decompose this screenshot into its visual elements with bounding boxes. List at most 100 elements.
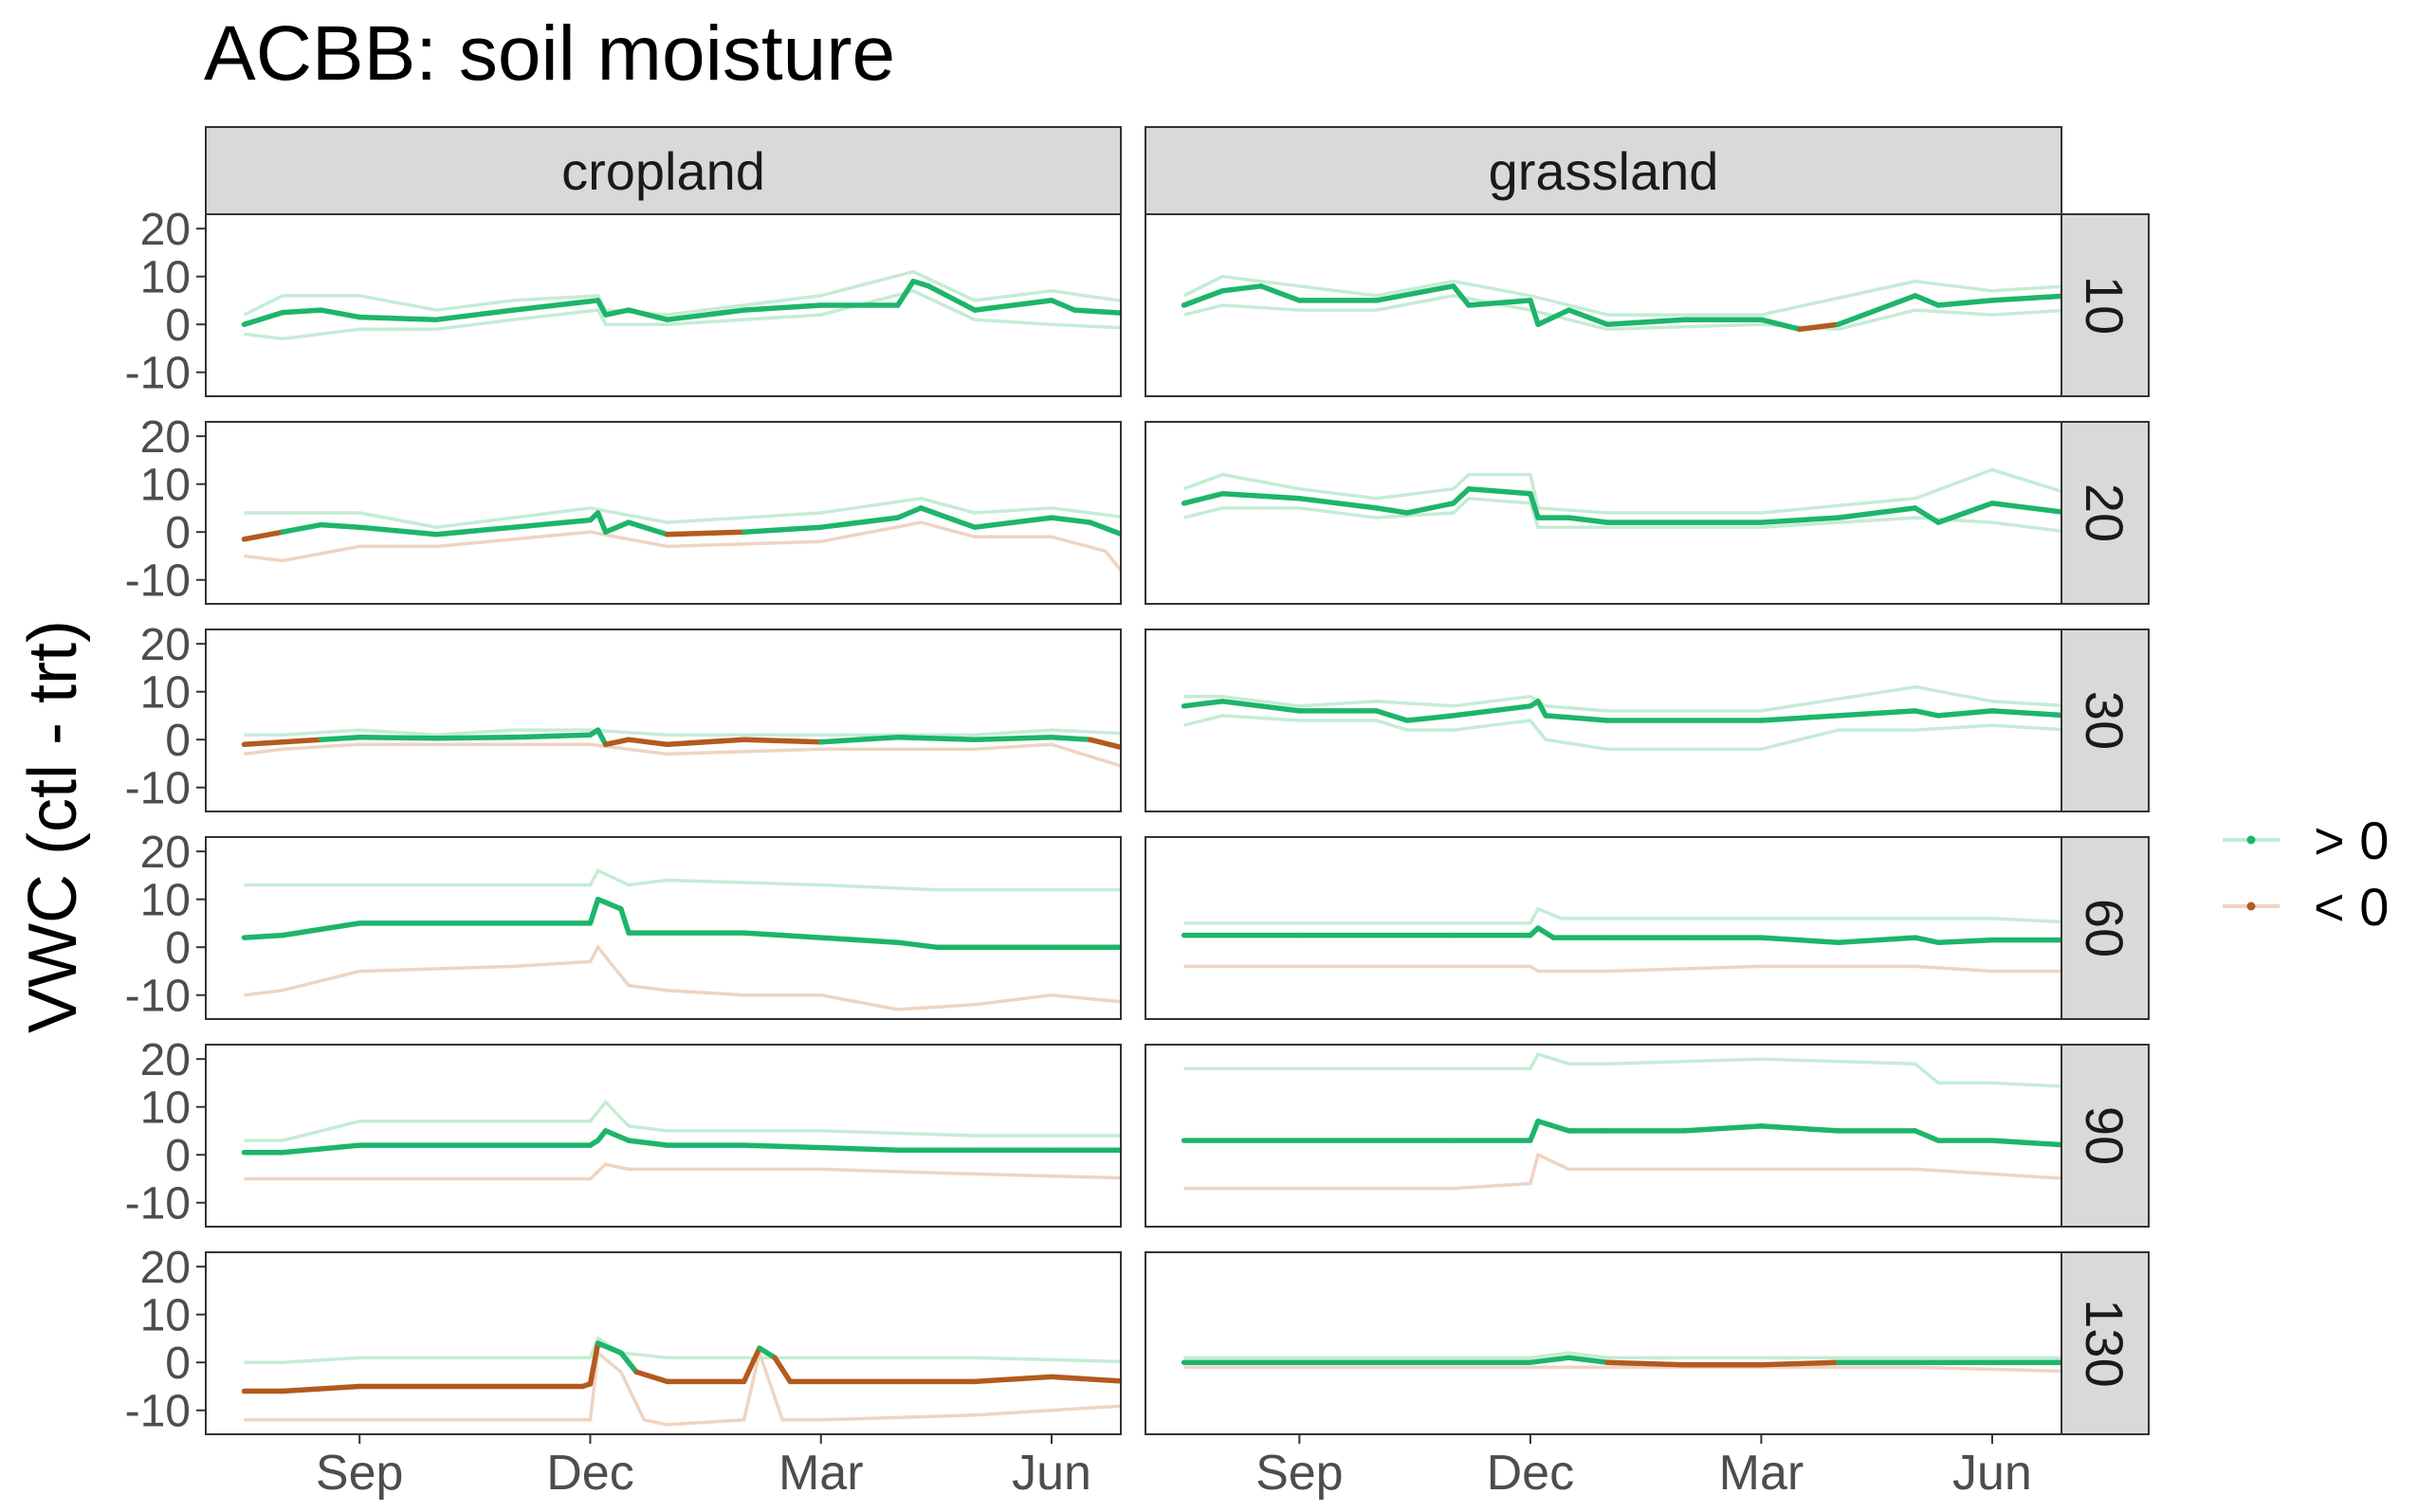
mean-line-segment — [602, 1128, 632, 1143]
mean-line-segment — [595, 510, 609, 535]
y-tick-label: -10 — [125, 1179, 191, 1230]
mean-line-segment — [433, 307, 517, 322]
panel-grassland-20 — [1181, 467, 2061, 533]
upper-range-line — [244, 868, 1121, 892]
mean-line-segment — [972, 1374, 1054, 1385]
panel-grassland-90 — [1181, 1051, 2061, 1191]
upper-range-line — [1183, 906, 2061, 925]
panel-background — [206, 629, 1121, 811]
mean-line-segment — [664, 307, 747, 322]
row-strip-10 — [2061, 213, 2150, 397]
y-tick-label: 0 — [165, 923, 191, 974]
panel-cropland-10 — [241, 269, 1121, 341]
mean-line-segment — [1758, 1123, 1841, 1134]
mean-line-segment — [1072, 307, 1121, 316]
upper-range-line — [1183, 684, 2061, 713]
panel-background — [1145, 837, 2061, 1019]
legend-label: > 0 — [2314, 811, 2389, 870]
panel-border — [205, 421, 1122, 605]
mean-line-segment — [1835, 505, 1918, 520]
y-tick-label: 20 — [140, 1035, 191, 1085]
mean-line-segment — [1913, 293, 1941, 308]
mean-line-segment — [772, 1355, 794, 1385]
mean-line-segment — [1797, 321, 1841, 333]
row-strip-label-90: 90 — [2075, 1106, 2134, 1165]
mean-line-segment — [1049, 515, 1093, 525]
mean-line-segment — [1989, 1138, 2061, 1148]
mean-line-segment — [1466, 485, 1533, 497]
panel-border — [205, 628, 1122, 812]
mean-line-segment — [895, 278, 916, 308]
mean-line-segment — [602, 307, 632, 318]
panel-border — [205, 213, 1122, 397]
mean-line-segment — [280, 920, 362, 938]
y-tick-label: -10 — [125, 972, 191, 1022]
upper-range-line — [244, 1336, 1121, 1364]
mean-line-segment — [918, 505, 978, 530]
panel-border — [1145, 836, 2062, 1020]
mean-line-segment — [1535, 307, 1572, 327]
x-tick-label: Jun — [1952, 1446, 2032, 1501]
row-strip-label-60: 60 — [2075, 899, 2134, 957]
mean-line-segment — [510, 298, 601, 313]
facet-strip-label-cropland: cropland — [561, 141, 765, 201]
mean-line-segment — [1528, 1119, 1541, 1143]
panel-border — [205, 1251, 1122, 1435]
mean-line-segment — [817, 935, 901, 945]
lower-range-line — [244, 520, 1121, 574]
y-tick-label: -10 — [125, 764, 191, 814]
panel-cropland-60 — [241, 868, 1121, 1011]
y-axis-label: VWC (ctl - trt) — [15, 620, 91, 1033]
panel-border — [1145, 628, 2062, 812]
mean-line-segment — [1989, 708, 2061, 719]
y-tick-label: 10 — [140, 1084, 191, 1134]
lower-range-line — [244, 1346, 1121, 1427]
panel-grassland-130 — [1181, 1351, 2061, 1374]
x-tick-label: Sep — [316, 1446, 404, 1501]
mean-line-segment — [595, 896, 624, 912]
mean-line-segment — [587, 1340, 601, 1387]
row-strip-label-10: 10 — [2075, 276, 2134, 335]
lower-range-line — [1183, 964, 2061, 974]
y-tick-label: 10 — [140, 253, 191, 303]
mean-line-segment — [1913, 708, 1941, 719]
panel-cropland-20 — [241, 497, 1121, 574]
y-tick-label: 20 — [140, 1243, 191, 1293]
mean-line-segment — [1450, 703, 1533, 719]
panel-border — [1145, 1044, 2062, 1228]
mean-line-segment — [1913, 935, 1941, 945]
mean-line-segment — [626, 307, 670, 322]
mean-line-segment — [1758, 935, 1841, 945]
mean-line-segment — [1913, 1128, 1941, 1143]
y-tick-label: -10 — [125, 556, 191, 607]
mean-line-segment — [618, 1350, 639, 1375]
x-tick-label: Jun — [1012, 1446, 1091, 1501]
legend-key-dot — [2246, 902, 2256, 911]
mean-line-segment — [318, 521, 362, 530]
mean-line-segment — [602, 519, 632, 535]
y-tick-label: 20 — [140, 620, 191, 670]
mean-line-segment — [910, 278, 932, 289]
upper-range-line — [244, 497, 1121, 529]
row-strip-label-30: 30 — [2075, 691, 2134, 750]
facet-strip-label-grassland: grassland — [1489, 141, 1719, 201]
y-tick-label: 0 — [165, 716, 191, 766]
panel-cropland-90 — [241, 1099, 1121, 1181]
mean-line-segment — [1681, 1123, 1765, 1134]
mean-line-segment — [1049, 298, 1078, 313]
mean-line-segment — [1087, 737, 1121, 751]
y-tick-label: 10 — [140, 876, 191, 926]
mean-line-segment — [433, 524, 517, 537]
mean-line-segment — [1758, 515, 1841, 525]
mean-line-segment — [1935, 298, 1995, 308]
legend: > 0< 0 — [2223, 811, 2389, 937]
mean-line-segment — [1296, 496, 1380, 511]
mean-line-segment — [595, 727, 609, 748]
mean-line-segment — [280, 1383, 362, 1394]
panel-grassland-60 — [1181, 906, 2061, 974]
panel-cropland-30 — [241, 727, 1121, 768]
mean-line-segment — [895, 734, 978, 742]
mean-line-segment — [895, 505, 924, 520]
panel-border — [205, 1044, 1122, 1228]
